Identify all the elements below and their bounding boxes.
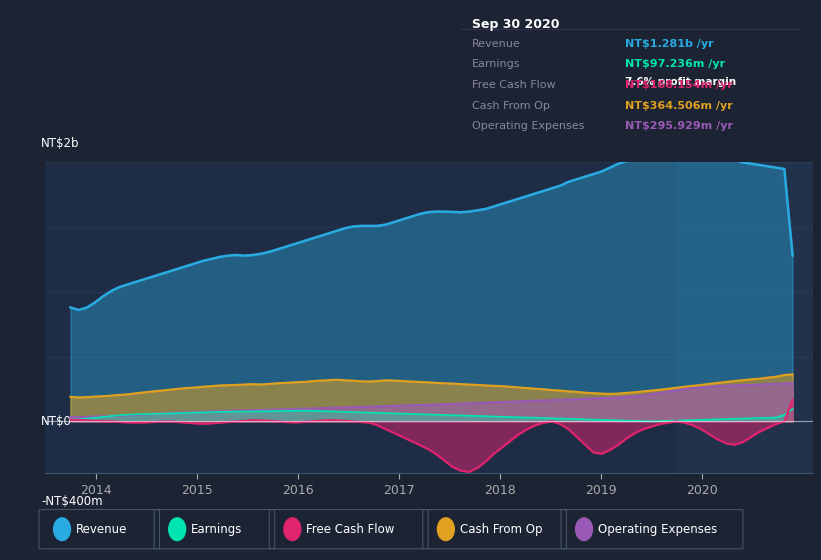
Text: 7.6% profit margin: 7.6% profit margin [625,77,736,87]
Text: Earnings: Earnings [191,522,242,536]
Ellipse shape [169,518,186,540]
Text: Operating Expenses: Operating Expenses [471,121,584,131]
Text: Earnings: Earnings [471,59,521,69]
Text: Free Cash Flow: Free Cash Flow [306,522,395,536]
Text: Free Cash Flow: Free Cash Flow [471,80,555,90]
Text: Sep 30 2020: Sep 30 2020 [471,18,559,31]
Text: NT$295.929m /yr: NT$295.929m /yr [625,121,733,131]
Text: NT$2b: NT$2b [41,137,80,150]
Text: Cash From Op: Cash From Op [471,101,549,110]
Text: Revenue: Revenue [76,522,127,536]
Ellipse shape [53,518,71,540]
Text: NT$364.506m /yr: NT$364.506m /yr [625,101,732,110]
Text: NT$168.154m /yr: NT$168.154m /yr [625,80,733,90]
Text: -NT$400m: -NT$400m [41,494,103,508]
Text: NT$97.236m /yr: NT$97.236m /yr [625,59,725,69]
Text: Cash From Op: Cash From Op [460,522,542,536]
Text: NT$0: NT$0 [41,415,72,428]
Text: NT$1.281b /yr: NT$1.281b /yr [625,39,713,49]
Ellipse shape [284,518,300,540]
Ellipse shape [438,518,454,540]
Text: Operating Expenses: Operating Expenses [598,522,717,536]
Bar [677,162,813,473]
Text: Revenue: Revenue [471,39,521,49]
Ellipse shape [576,518,593,540]
